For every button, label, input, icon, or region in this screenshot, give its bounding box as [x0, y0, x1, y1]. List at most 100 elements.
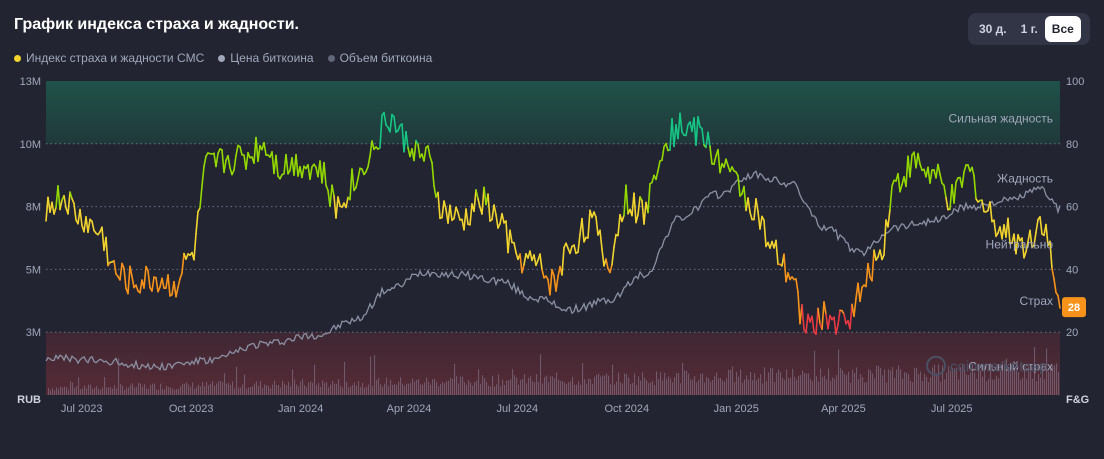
volume-bar [458, 383, 460, 395]
volume-bar [594, 376, 596, 395]
fear-greed-segment [507, 229, 511, 254]
fear-greed-segment [523, 253, 527, 266]
x-tick-label: Oct 2024 [604, 403, 649, 415]
fear-greed-segment [963, 164, 967, 173]
volume-bar [508, 380, 510, 395]
volume-bar [906, 372, 908, 395]
fear-greed-segment [919, 163, 923, 172]
volume-bar [254, 383, 256, 395]
volume-bar [446, 381, 448, 395]
volume-bar [380, 384, 382, 395]
volume-bar [848, 371, 850, 395]
fear-greed-segment [617, 213, 621, 237]
fear-greed-segment [337, 196, 341, 207]
fear-greed-segment [871, 249, 875, 282]
volume-bar [348, 387, 350, 395]
tab-all[interactable]: Все [1044, 16, 1081, 42]
fear-greed-segment [101, 226, 105, 252]
volume-bar [990, 363, 992, 395]
volume-bar [956, 367, 958, 395]
volume-bar [650, 382, 652, 395]
fear-greed-segment [599, 229, 603, 251]
volume-bar [320, 387, 322, 395]
fear-greed-segment [201, 165, 205, 187]
volume-bar [118, 358, 120, 395]
volume-bar [620, 382, 622, 395]
volume-bar [222, 382, 224, 395]
volume-bar [488, 385, 490, 395]
volume-bar [1008, 368, 1010, 395]
volume-bar [704, 382, 706, 395]
fear-greed-segment [555, 275, 559, 292]
volume-bar [220, 380, 222, 395]
volume-bar [856, 367, 858, 395]
fear-greed-segment [707, 131, 711, 148]
fear-greed-segment [853, 297, 857, 318]
volume-bar [232, 381, 234, 395]
volume-bar [992, 379, 994, 395]
x-tick-label: Jan 2024 [278, 403, 323, 415]
legend-item-btc-volume[interactable]: Объем биткоина [327, 51, 432, 65]
legend-item-fear-greed[interactable]: Индекс страха и жадности CMC [14, 51, 204, 65]
fear-greed-segment [823, 301, 827, 316]
volume-bar [566, 383, 568, 395]
fear-greed-segment [221, 149, 225, 174]
volume-bar [644, 377, 646, 395]
volume-bar [504, 385, 506, 395]
fear-greed-segment [897, 172, 901, 193]
fear-greed-segment [151, 276, 155, 292]
volume-bar [700, 373, 702, 395]
volume-bar [542, 383, 544, 395]
volume-bar [1012, 363, 1014, 395]
volume-bar [144, 384, 146, 395]
volume-bar [226, 383, 228, 395]
fear-greed-segment [247, 151, 251, 159]
volume-bar [180, 386, 182, 395]
volume-bar [96, 386, 98, 395]
volume-bar [774, 381, 776, 395]
fear-greed-segment [1035, 218, 1039, 234]
volume-bar [402, 383, 404, 395]
volume-bar [194, 388, 196, 395]
volume-bar [984, 365, 986, 395]
volume-bar [436, 381, 438, 395]
volume-bar [918, 374, 920, 395]
volume-bar [782, 378, 784, 395]
fear-greed-segment [763, 219, 767, 248]
volume-bar [996, 375, 998, 395]
volume-bar [448, 380, 450, 395]
legend-item-btc-price[interactable]: Цена биткоина [218, 51, 314, 65]
legend-dot-icon [14, 54, 21, 62]
fear-greed-segment [147, 270, 151, 289]
volume-bar [242, 384, 244, 395]
volume-bar [124, 390, 126, 395]
volume-bar [748, 379, 750, 395]
volume-bar [388, 386, 390, 395]
fear-greed-segment [139, 279, 143, 294]
volume-bar [864, 382, 866, 395]
fear-greed-segment [457, 211, 461, 221]
fear-greed-segment [481, 186, 485, 215]
volume-bar [744, 379, 746, 395]
volume-bar [928, 382, 930, 395]
fear-greed-segment [637, 196, 641, 216]
fear-greed-segment [57, 185, 61, 211]
volume-bar [88, 384, 90, 395]
fear-greed-segment [227, 154, 231, 169]
fear-greed-segment [971, 166, 975, 177]
volume-bar [174, 389, 176, 395]
volume-bar [948, 365, 950, 395]
fear-greed-segment [397, 124, 401, 132]
volume-bar [438, 386, 440, 395]
volume-bar [812, 381, 814, 395]
volume-bar [172, 388, 174, 395]
fear-greed-segment [873, 249, 877, 261]
fear-greed-segment [625, 184, 629, 215]
tab-30d[interactable]: 30 д. [979, 22, 1007, 36]
volume-bar [394, 384, 396, 395]
volume-bar [708, 378, 710, 395]
fear-greed-segment [483, 186, 487, 206]
volume-bar [114, 385, 116, 395]
tab-1y[interactable]: 1 г. [1020, 22, 1038, 36]
